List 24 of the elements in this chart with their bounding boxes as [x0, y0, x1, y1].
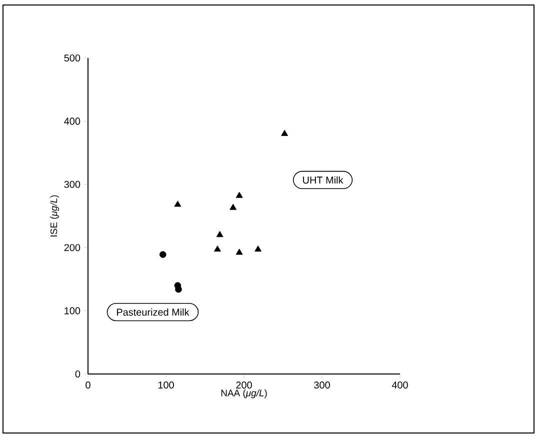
x-tick-label: 400: [392, 382, 408, 389]
y-tick-label: 400: [64, 118, 80, 125]
point: [236, 248, 243, 255]
point: [214, 246, 221, 252]
y-tick-label: 0: [75, 370, 80, 378]
y-tick-label: 200: [64, 244, 80, 252]
x-tick-label: 300: [314, 382, 330, 389]
y-tick-label: 500: [64, 54, 80, 62]
x-axis-title: NAA (μg/L): [221, 389, 267, 398]
y-tick-label: 300: [64, 180, 80, 188]
point: [236, 192, 243, 198]
point: [174, 200, 182, 207]
annotation: UHT Milk: [303, 176, 344, 184]
annotation: Pasteurized Milk: [117, 308, 190, 316]
point: [216, 230, 224, 238]
x-tick-label: 0: [86, 382, 90, 389]
x-tick-label: 100: [158, 382, 174, 389]
point: [230, 204, 237, 210]
point: [175, 286, 182, 293]
y-tick-label: 100: [64, 307, 80, 314]
point: [254, 246, 262, 252]
point: [159, 251, 166, 258]
point: [281, 130, 288, 136]
x-tick-label: 200: [236, 382, 252, 389]
